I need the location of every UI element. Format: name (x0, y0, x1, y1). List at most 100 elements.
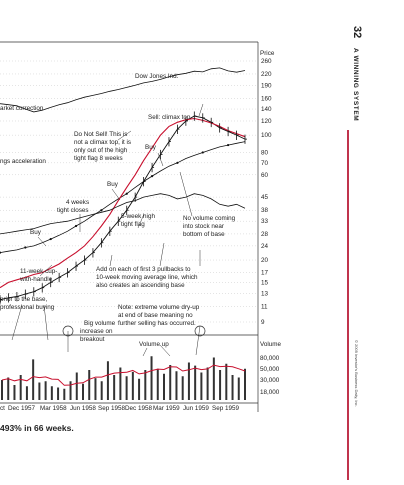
volume-bar (75, 372, 78, 400)
buy-label: Buy (145, 144, 157, 151)
price-line (0, 115, 246, 301)
long-average-line (0, 141, 246, 253)
x-tick: Sep 1958 (98, 405, 125, 412)
add-on-note: Add on each of first 3 pullbacks to (96, 266, 191, 273)
volume-bar (225, 363, 228, 400)
do-not-sell-note: not a climax top, it is (74, 139, 131, 146)
volume-bar (57, 387, 60, 400)
volume-bar (175, 371, 178, 400)
price-tick: 13 (261, 290, 269, 297)
volume-bar (144, 370, 147, 400)
volume-average-line (1, 364, 246, 386)
volume-tick: 18,000 (260, 389, 280, 396)
volume-bar (119, 367, 122, 400)
volume-bar (69, 381, 72, 400)
price-tick: 28 (261, 231, 269, 238)
price-tick: 11 (261, 303, 268, 310)
volume-bar (25, 386, 28, 400)
volume-bar (181, 376, 184, 400)
volume-bar (187, 362, 190, 400)
price-axis-label: Price (260, 50, 275, 57)
volume-dryup-note: at end of base meaning no (118, 312, 193, 319)
flag-label: tight flag (121, 221, 145, 228)
relative-strength-line (0, 193, 246, 235)
volume-bar (113, 375, 116, 400)
dow-jones-line (0, 67, 246, 113)
volume-tick: 80,000 (260, 355, 280, 362)
do-not-sell-note: only out of the high (74, 147, 128, 154)
volume-axis-label: Volume (260, 341, 282, 348)
average-point (74, 224, 78, 228)
volume-bar (50, 386, 53, 400)
volume-dryup-note: Note: extreme volume dry-up (118, 304, 200, 311)
dow-label: Dow Jones Ind. (135, 73, 179, 80)
average-point (100, 209, 103, 212)
price-tick: 260 (261, 58, 272, 65)
average-point (24, 246, 27, 249)
volume-bar (131, 371, 134, 400)
x-tick: Dec 1958 (125, 405, 152, 412)
average-point (227, 143, 230, 147)
x-tick: Mar 1959 (153, 405, 180, 412)
volume-bar (156, 368, 159, 400)
volume-bar (138, 378, 141, 400)
figure-caption: 493% in 66 weeks. (0, 423, 74, 433)
annotation-pointers (11, 103, 204, 357)
add-on-note: 10-week moving average line, which (96, 274, 198, 281)
volume-bar (44, 381, 47, 400)
price-ticks: 260 220 190 160 140 120 100 80 70 60 45 38 33 28 24 20 1… (261, 58, 272, 326)
volume-bar (231, 375, 234, 400)
price-tick: 140 (261, 106, 272, 113)
price-tick: 15 (261, 279, 269, 286)
average-point (0, 251, 2, 254)
volume-bar (106, 361, 109, 400)
price-tick: 45 (261, 194, 269, 201)
add-on-note: also creates an ascending base (96, 282, 185, 289)
side-margin: 32 A WINNING SYSTEM © 2009 Investor's Bu… (343, 0, 404, 480)
buy-label: Buy (107, 181, 119, 188)
price-tick: 100 (261, 132, 272, 139)
buy-label: Buy (30, 229, 42, 236)
x-tick: Dec 1957 (8, 405, 35, 412)
volume-tick: 30,000 (260, 377, 280, 384)
volume-bar (163, 373, 165, 400)
volume-bar (94, 378, 97, 400)
cup-handle-label: 11-week cup- (20, 268, 57, 275)
volume-bar (63, 388, 66, 400)
price-tick: 38 (261, 207, 269, 214)
average-point (49, 237, 52, 241)
price-tick: 24 (261, 243, 269, 250)
price-tick: 9 (261, 319, 265, 326)
moving-average-line (0, 117, 246, 289)
price-tick: 20 (261, 257, 269, 264)
sell-climax-label: Sell: climax top (148, 114, 191, 121)
volume-bar (88, 370, 91, 400)
volume-bar (125, 376, 128, 400)
price-tick: 80 (261, 149, 269, 156)
gridlines (0, 60, 258, 323)
earnings-acceleration-label: ngs acceleration (0, 158, 46, 165)
price-tick: 160 (261, 96, 272, 103)
volume-bar (237, 377, 240, 400)
volume-bar (206, 367, 209, 400)
no-volume-note: No volume coming (183, 215, 236, 222)
price-tick: 60 (261, 172, 269, 179)
x-tick: Jun 1958 (70, 405, 96, 412)
x-tick: Sep 1959 (212, 405, 239, 412)
volume-bar (219, 370, 222, 400)
volume-bar (150, 356, 153, 400)
volume-bar (244, 368, 246, 400)
volume-bar (7, 377, 10, 400)
tight-closes-label: tight closes (57, 207, 89, 214)
volume-bar (169, 365, 172, 400)
x-tick: Jun 1959 (183, 405, 209, 412)
average-point (150, 174, 154, 178)
big-volume-note: increase on (80, 328, 113, 335)
volume-marker (194, 325, 206, 337)
tight-closes-label: 4 weeks (66, 199, 89, 206)
volume-bar (1, 380, 3, 400)
cup-handle-label: with-handle (19, 276, 53, 283)
volume-bar (100, 381, 103, 400)
do-not-sell-note: tight flag 8 weeks (74, 155, 123, 162)
